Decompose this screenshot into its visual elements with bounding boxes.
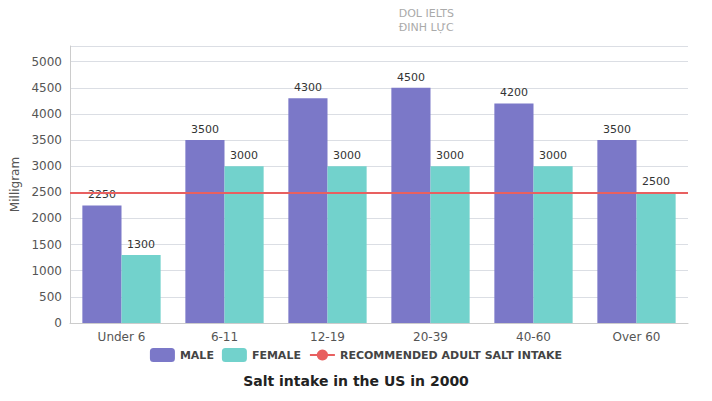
svg-text:1500: 1500 <box>31 238 62 252</box>
svg-text:Under 6: Under 6 <box>98 330 146 344</box>
svg-text:RECOMMENDED ADULT SALT INTAKE: RECOMMENDED ADULT SALT INTAKE <box>340 349 562 362</box>
svg-text:4000: 4000 <box>31 107 62 121</box>
svg-text:0: 0 <box>54 316 62 330</box>
svg-text:1300: 1300 <box>127 238 155 251</box>
svg-text:MALE: MALE <box>180 349 214 362</box>
svg-text:3500: 3500 <box>191 123 219 136</box>
svg-text:5000: 5000 <box>31 55 62 69</box>
svg-text:3000: 3000 <box>31 159 62 173</box>
svg-text:FEMALE: FEMALE <box>252 349 301 362</box>
svg-text:500: 500 <box>39 290 62 304</box>
svg-text:4300: 4300 <box>294 81 322 94</box>
svg-text:20-39: 20-39 <box>413 330 448 344</box>
svg-text:3500: 3500 <box>31 133 62 147</box>
svg-text:3000: 3000 <box>230 149 258 162</box>
svg-text:Salt intake in the US in 2000: Salt intake in the US in 2000 <box>243 373 469 389</box>
svg-text:4500: 4500 <box>397 71 425 84</box>
svg-text:DOL IELTS: DOL IELTS <box>399 7 454 20</box>
svg-text:2500: 2500 <box>31 185 62 199</box>
svg-text:Milligram: Milligram <box>8 157 22 212</box>
svg-text:2000: 2000 <box>31 211 62 225</box>
svg-text:3500: 3500 <box>603 123 631 136</box>
svg-text:3000: 3000 <box>436 149 464 162</box>
svg-text:ĐINH LỰC: ĐINH LỰC <box>399 21 454 34</box>
svg-text:2250: 2250 <box>88 188 116 201</box>
svg-text:6-11: 6-11 <box>211 330 238 344</box>
svg-text:Over 60: Over 60 <box>613 330 661 344</box>
svg-text:2500: 2500 <box>642 175 670 188</box>
svg-text:1000: 1000 <box>31 264 62 278</box>
svg-text:3000: 3000 <box>539 149 567 162</box>
svg-text:4200: 4200 <box>500 86 528 99</box>
svg-text:4500: 4500 <box>31 81 62 95</box>
svg-text:12-19: 12-19 <box>310 330 345 344</box>
svg-text:40-60: 40-60 <box>516 330 551 344</box>
svg-text:3000: 3000 <box>333 149 361 162</box>
